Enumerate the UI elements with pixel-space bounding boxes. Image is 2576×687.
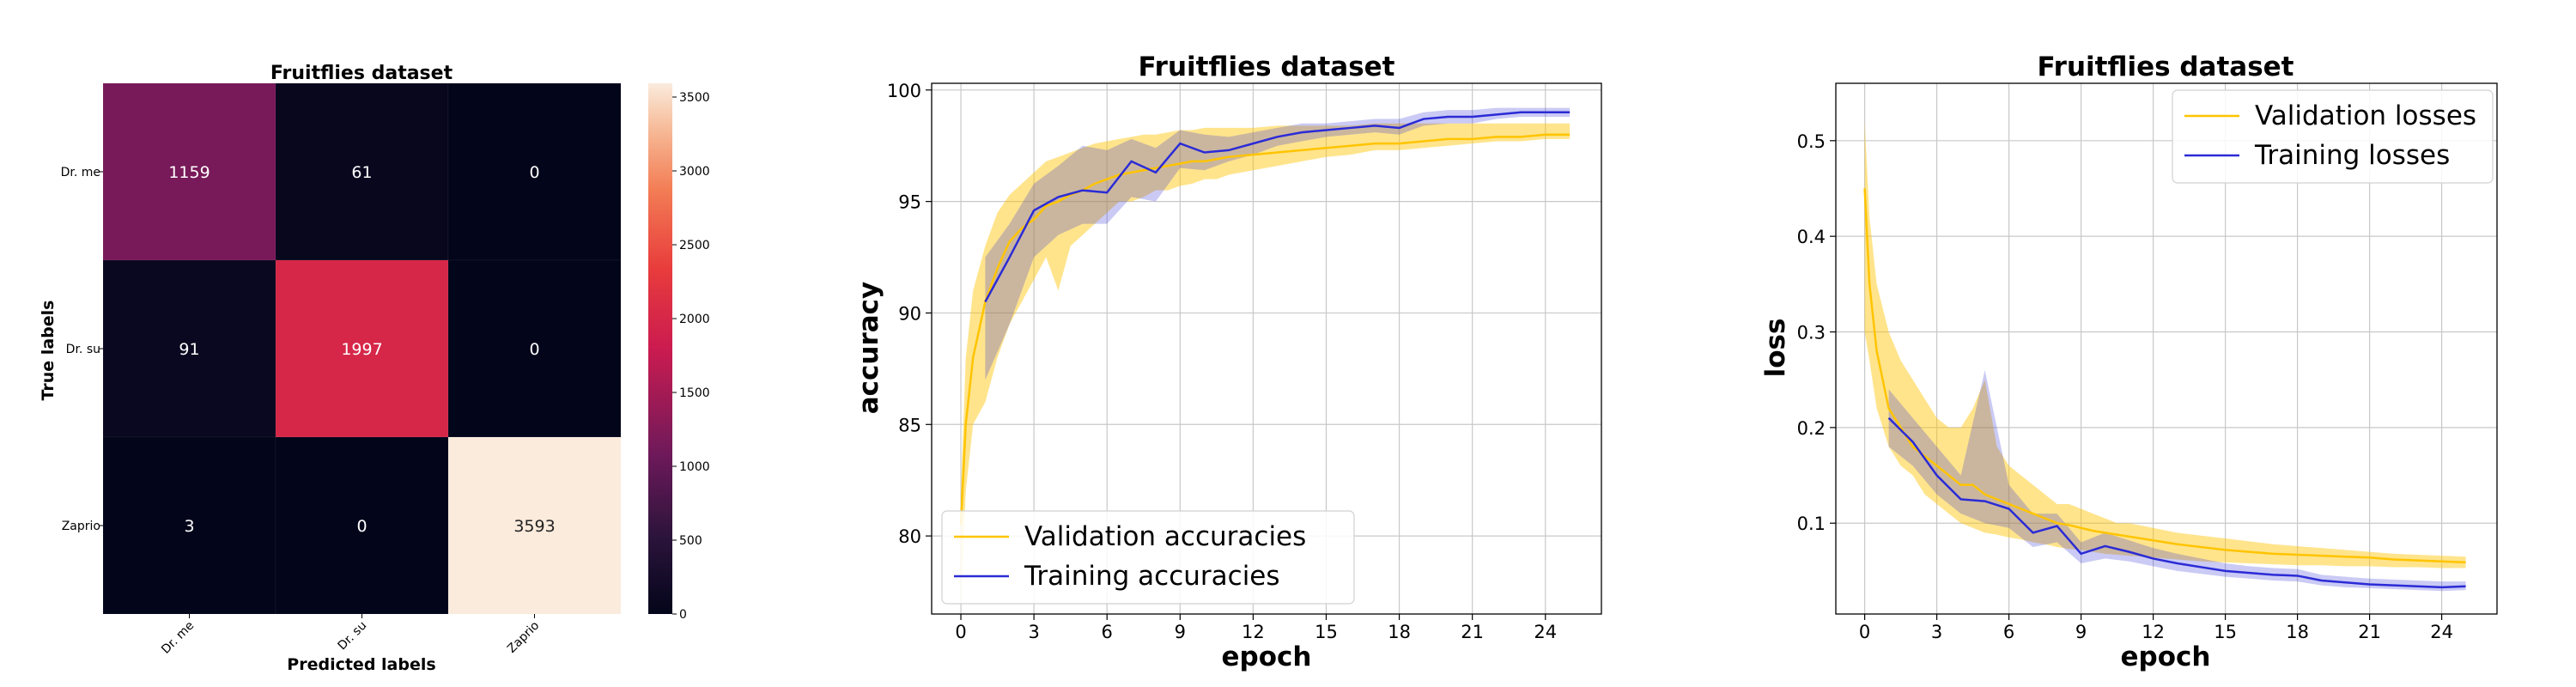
plot-frame (1835, 82, 2498, 615)
chart-title: Fruitflies dataset (270, 63, 453, 84)
heatmap-cell (275, 436, 449, 615)
x-tick-label: Dr. su (335, 619, 369, 654)
x-tick-label: 0 (955, 622, 966, 642)
colorbar (648, 83, 672, 614)
y-tick-label: 0.5 (1797, 131, 1826, 152)
x-axis-label: epoch (2121, 641, 2211, 672)
colorbar-tick-label: 500 (679, 534, 702, 548)
x-tick-label: 18 (2286, 622, 2309, 642)
cell-value: 0 (356, 517, 367, 536)
colorbar-tick-label: 1500 (679, 386, 710, 400)
series-line (1887, 416, 2466, 589)
x-tick-label: 3 (1931, 622, 1942, 642)
colorbar-tick-label: 3000 (679, 165, 710, 179)
y-tick-label: 80 (898, 526, 921, 547)
heatmap-cell (102, 82, 276, 261)
x-tick-label: 6 (2003, 622, 2014, 642)
y-tick-label: 90 (898, 303, 921, 324)
y-tick-label: Dr. me (61, 166, 100, 179)
x-tick-label: Zaprio (505, 619, 542, 656)
x-tick-label: 24 (1534, 622, 1557, 642)
colorbar-tick-label: 1000 (679, 460, 710, 474)
x-tick-label: 9 (2075, 622, 2087, 642)
heatmap-cell (275, 82, 449, 261)
heatmap-cell (447, 82, 622, 261)
cell-value: 0 (529, 163, 539, 182)
chart-title: Fruitflies dataset (2037, 52, 2293, 82)
x-tick-label: 0 (1859, 622, 1870, 642)
legend-box (2172, 89, 2494, 184)
y-axis-label: accuracy (854, 282, 884, 415)
y-tick-label: 0.1 (1797, 514, 1826, 534)
heatmap-cell (447, 259, 622, 438)
cell-value: 1997 (341, 340, 382, 359)
x-tick-label: 21 (1461, 622, 1484, 642)
heatmap-cell (102, 436, 276, 615)
chart-title: Fruitflies dataset (1138, 52, 1394, 82)
x-tick-label: 3 (1028, 622, 1039, 642)
y-tick-label: 100 (887, 81, 921, 101)
y-tick-label: 85 (898, 415, 921, 435)
y-tick-label: Dr. su (66, 343, 100, 356)
x-tick-label: Dr. me (159, 619, 197, 657)
colorbar-tick-label: 2500 (679, 239, 710, 252)
x-tick-label: 12 (1242, 622, 1265, 642)
x-tick-label: 12 (2142, 622, 2165, 642)
x-tick-label: 18 (1388, 622, 1411, 642)
cell-value: 0 (529, 340, 539, 359)
colorbar-tick-label: 0 (679, 608, 687, 622)
x-tick-label: 21 (2358, 622, 2381, 642)
x-axis-label: epoch (1222, 641, 1312, 672)
cell-value: 91 (179, 340, 199, 359)
legend-box (941, 510, 1355, 605)
legend-label: Training losses (2254, 140, 2450, 171)
heatmap-cell (275, 259, 449, 438)
series-band (1888, 370, 2466, 592)
x-tick-label: 6 (1102, 622, 1113, 642)
x-tick-label: 24 (2430, 622, 2453, 642)
cell-value: 1159 (168, 163, 210, 182)
y-tick-label: 0.4 (1797, 227, 1826, 247)
cell-value: 61 (351, 163, 372, 182)
y-tick-label: Zaprio (62, 520, 100, 533)
accuracy-chart: Fruitflies dataset 0 3 6 9 12 15 18 21 24 80 85 90 9… (854, 52, 1602, 672)
legend-label: Validation accuracies (1024, 521, 1306, 552)
x-tick-label: 15 (2214, 622, 2237, 642)
cell-value: 3 (184, 517, 194, 536)
x-axis-label: Predicted labels (287, 655, 435, 674)
plot-frame (931, 82, 1602, 615)
series-band (985, 107, 1571, 380)
x-tick-label: 15 (1315, 622, 1338, 642)
series-line (1863, 188, 2466, 564)
y-axis-label: loss (1760, 319, 1791, 378)
legend-label: Training accuracies (1024, 561, 1280, 592)
series-line (959, 133, 1571, 526)
confusion-matrix-chart: Fruitflies dataset 1159 61 091 1997 03 0 3593 … (39, 63, 710, 674)
cell-value: 3593 (513, 517, 555, 536)
y-axis-label: True labels (39, 301, 58, 401)
heatmap-cell (102, 259, 276, 438)
colorbar-tick-label: 3500 (679, 91, 710, 105)
y-tick-label: 95 (898, 192, 921, 213)
loss-chart: Fruitflies dataset 0 3 6 9 12 15 18 21 24 0.1 0.2 0… (1760, 52, 2498, 672)
colorbar-tick-label: 2000 (679, 313, 710, 326)
y-tick-label: 0.3 (1797, 323, 1826, 344)
x-tick-label: 9 (1175, 622, 1186, 642)
series-line (984, 111, 1571, 303)
legend-label: Validation losses (2255, 100, 2476, 131)
y-tick-label: 0.2 (1797, 418, 1826, 439)
